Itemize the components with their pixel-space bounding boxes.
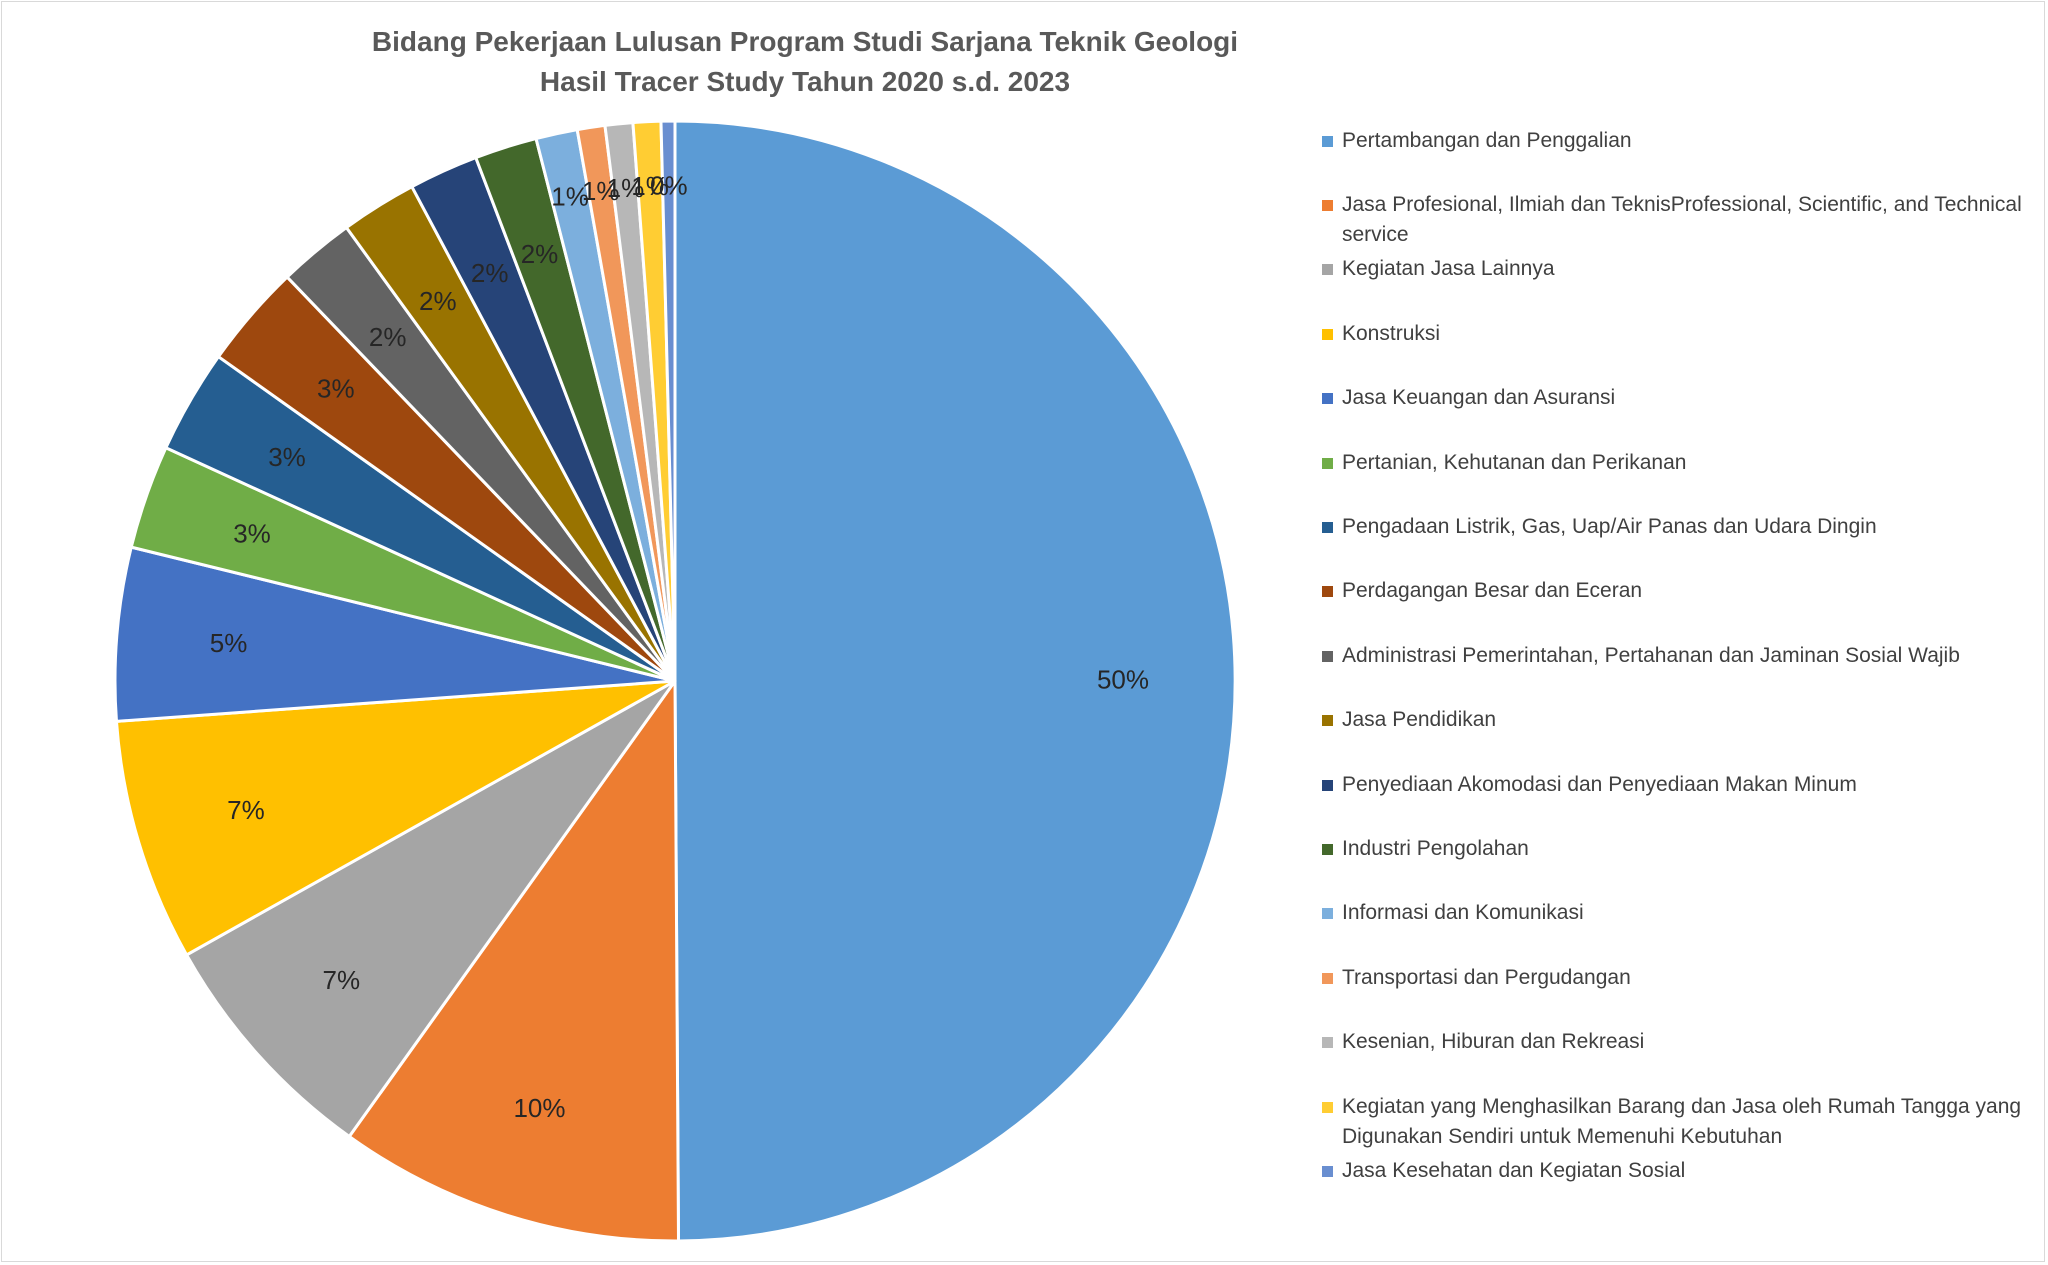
legend-label-8: Perdagangan Besar dan Eceran [1342,579,1643,603]
legend-label-2: Jasa Profesional, Ilmiah dan TeknisProfe… [1342,193,2022,247]
legend-swatch-14 [1322,972,1333,984]
legend-label-4: Konstruksi [1342,321,1441,345]
legend-label-15: Kesenian, Hiburan dan Rekreasi [1342,1030,1645,1054]
legend-swatch-16 [1322,1101,1333,1113]
pie-data-labels: 50%10%7%7%5%3%3%3%2%2%2%2%1%1%1%1%0% [210,170,1149,1123]
pie-slice-17 [659,119,677,683]
legend-swatch-15 [1322,1037,1333,1049]
pie-data-label-11: 2% [471,258,509,288]
legend-label-16: Kegiatan yang Menghasilkan Barang dan Ja… [1342,1094,2022,1148]
pie-slice-3 [185,679,677,1139]
pie-slice-1 [673,119,1237,1243]
legend-swatch-12 [1322,844,1333,855]
legend-swatch-7 [1322,522,1333,533]
pie-data-label-16: 1% [631,171,669,201]
pie-slice-2 [347,679,681,1243]
legend-label-12: Industri Pengolahan [1342,837,1529,860]
pie-data-label-14: 1% [582,176,620,206]
chart-title: Bidang Pekerjaan Lulusan Program Studi S… [0,22,1610,102]
legend-label-9: Administrasi Pemerintahan, Pertahanan da… [1342,643,1960,667]
legend-swatch-8 [1322,586,1333,598]
legend-swatch-3 [1322,264,1333,276]
pie-data-label-7: 3% [268,442,306,472]
legend-label-13: Informasi dan Komunikasi [1342,901,1584,925]
pie-slice-5 [113,545,677,723]
legend-swatch-10 [1322,715,1333,727]
pie-data-label-8: 3% [317,373,355,403]
legend-swatch-5 [1322,393,1333,405]
pie-data-label-10: 2% [419,286,457,316]
pie-data-label-13: 1% [551,182,589,212]
legend-label-17: Jasa Kesehatan dan Kegiatan Sosial [1342,1158,1686,1182]
legend-swatch-17 [1322,1165,1333,1177]
legend-label-11: Penyediaan Akomodasi dan Penyediaan Maka… [1342,772,1857,796]
chart-title-line-2: Hasil Tracer Study Tahun 2020 s.d. 2023 [539,66,1071,97]
legend-label-1: Pertambangan dan Penggalian [1342,129,1632,152]
legend-swatch-6 [1322,457,1333,469]
legend-label-10: Jasa Pendidikan [1342,708,1497,732]
legend-swatch-2 [1322,200,1333,212]
pie-data-label-3: 7% [323,965,361,995]
pie-slices [113,119,1237,1243]
pie-data-label-4: 7% [227,795,265,825]
legend-swatch-11 [1322,779,1333,791]
pie-slice-4 [114,679,677,957]
pie-data-label-6: 3% [233,519,271,549]
pie-data-label-12: 2% [521,239,559,269]
legend-label-7: Pengadaan Listrik, Gas, Uap/Air Panas da… [1342,515,1877,538]
pie-data-label-2: 10% [513,1093,565,1123]
legend-label-5: Jasa Keuangan dan Asuransi [1342,386,1616,410]
pie-data-label-1: 50% [1097,665,1149,695]
legend-swatch-13 [1322,908,1333,920]
legend-label-6: Pertanian, Kehutanan dan Perikanan [1342,450,1687,474]
pie-data-label-9: 2% [369,322,407,352]
chart-title-line-1: Bidang Pekerjaan Lulusan Program Studi S… [371,26,1239,57]
legend-swatch-4 [1322,328,1333,340]
legend-swatch-9 [1322,650,1333,662]
pie-data-label-5: 5% [210,628,248,658]
legend-label-14: Transportasi dan Pergudangan [1342,965,1631,989]
pie-data-label-15: 1% [607,173,645,203]
legend-swatch-1 [1322,136,1333,147]
legend-label-3: Kegiatan Jasa Lainnya [1342,257,1555,281]
pie-data-label-17: 0% [650,170,688,200]
